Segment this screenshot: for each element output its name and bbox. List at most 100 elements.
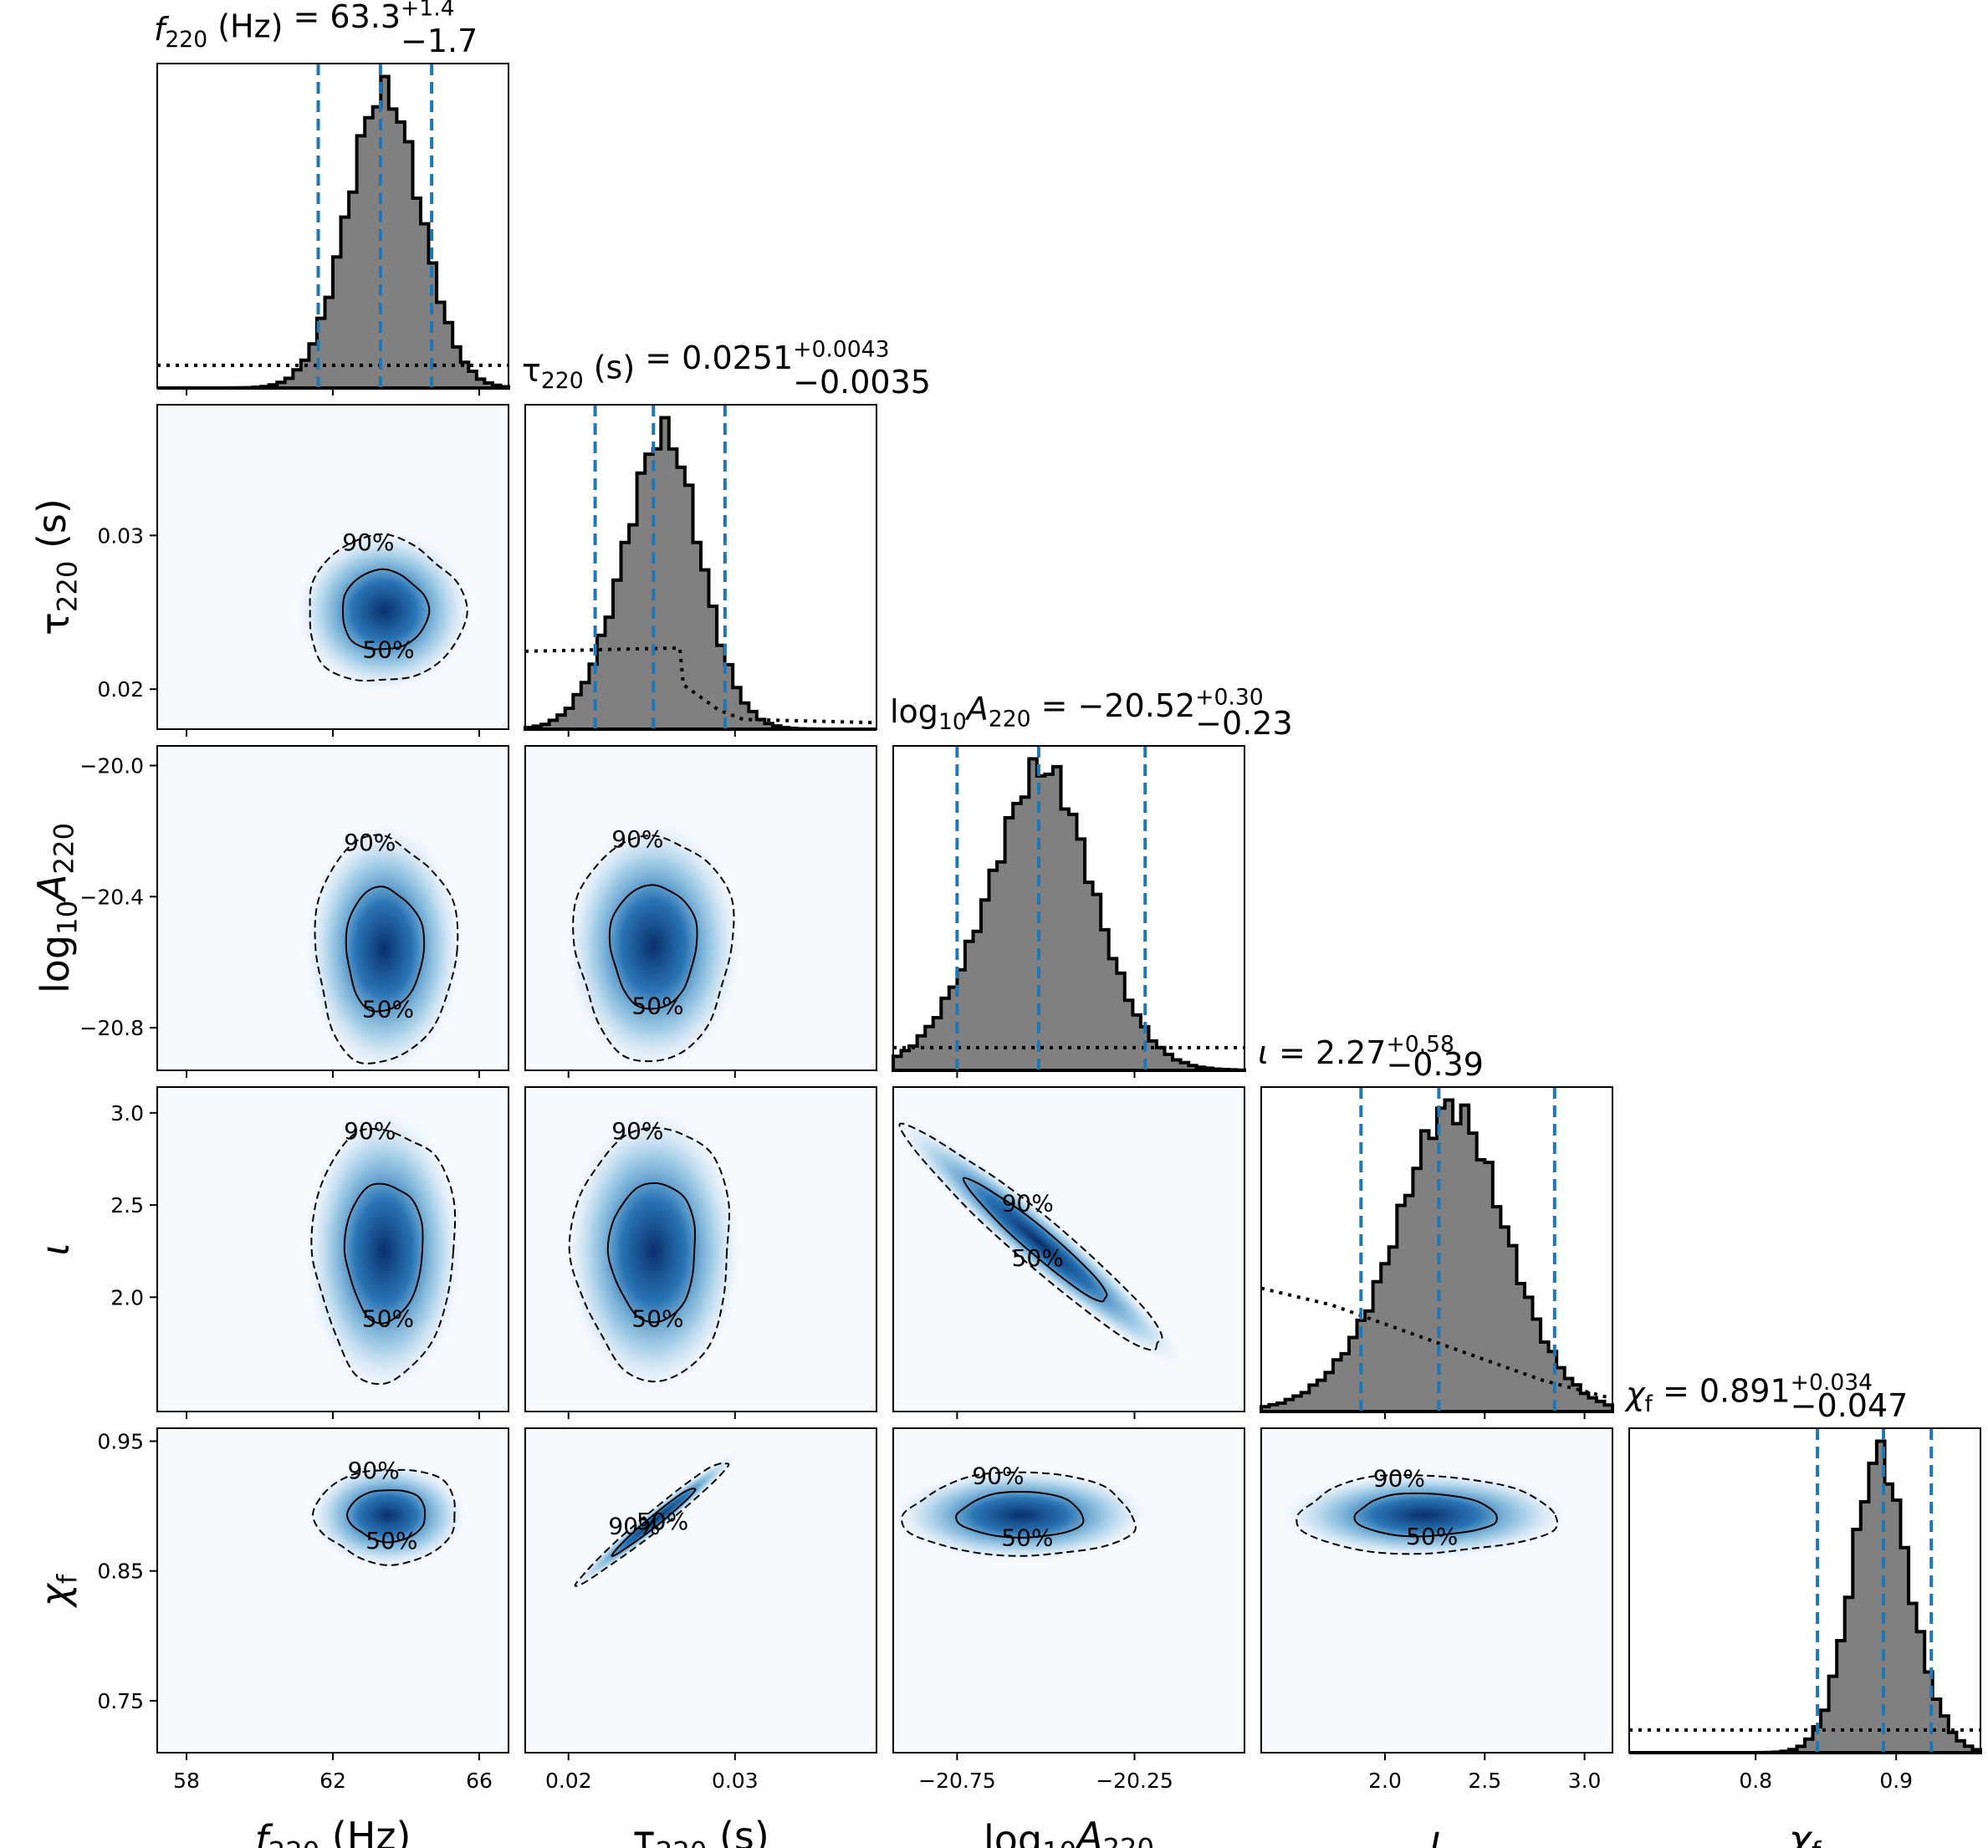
contour-90 xyxy=(310,1127,457,1386)
density-layer: 90% 50% xyxy=(893,1112,1190,1371)
panel-frame xyxy=(892,1086,1245,1412)
density-blob xyxy=(561,1103,745,1399)
panel-frame xyxy=(1628,1427,1981,1754)
panel-frame xyxy=(524,745,877,1071)
contour-90 xyxy=(898,1122,1163,1351)
contour-label-50: 50% xyxy=(1406,1523,1458,1550)
x-tick-label: −20.25 xyxy=(1096,1769,1173,1793)
title-err-minus: −1.7 xyxy=(401,23,478,59)
x-axis-label-f220: f220 (Hz) xyxy=(255,1814,411,1848)
density-blob xyxy=(292,526,476,696)
contour-90 xyxy=(314,834,459,1064)
panel-frame xyxy=(892,1427,1245,1754)
density-blob xyxy=(305,1460,471,1570)
contour-label-50: 50% xyxy=(362,996,414,1024)
density-panel-tau220-chif: 90%50% xyxy=(524,1427,877,1754)
contour-label-50: 50% xyxy=(362,1305,414,1333)
density-layer: 90% 50% xyxy=(301,818,467,1070)
title-label: ι = 2.27+0.58 xyxy=(1258,1031,1454,1071)
y-axis-label-chif: χf xyxy=(33,1574,84,1609)
title-err-minus: −0.047 xyxy=(1791,1387,1909,1424)
x-axis-label-iota: ι xyxy=(1430,1817,1444,1848)
contour-label-90: 90% xyxy=(344,829,396,856)
x-axis-label-logA220: log10A220 xyxy=(984,1814,1154,1848)
contour-label-90: 90% xyxy=(972,1462,1024,1489)
density-layer: 90%50% xyxy=(1275,1465,1575,1561)
contour-90 xyxy=(901,1471,1137,1557)
panel-frame xyxy=(524,1086,877,1412)
diag-title-chif: χf = 0.891+0.034−0.047 xyxy=(1624,1370,1908,1424)
panel-frame xyxy=(524,404,877,730)
contour-90 xyxy=(574,1462,730,1587)
contour-50 xyxy=(343,1182,424,1325)
contour-90 xyxy=(1296,1473,1559,1555)
density-layer: 90%50% xyxy=(567,1448,743,1592)
y-tick-label: 0.03 xyxy=(97,523,144,548)
x-tick-label: 62 xyxy=(319,1769,346,1793)
contour-label-50: 50% xyxy=(636,1508,688,1535)
density-layer: 90% 50% xyxy=(561,814,745,1070)
density-layer: 90%50% xyxy=(305,1457,471,1570)
y-tick-label: 2.0 xyxy=(110,1285,144,1309)
contour-50 xyxy=(346,1489,427,1544)
x-tick-label: 66 xyxy=(466,1769,493,1793)
contour-label-90: 90% xyxy=(611,825,663,853)
density-panel-logA220-chif: 90% 50% xyxy=(892,1427,1245,1754)
title-err-minus: −0.39 xyxy=(1386,1046,1483,1083)
density-layer: 90%50% xyxy=(301,1103,467,1399)
density-blob xyxy=(893,1466,1154,1565)
y-tick-label: 0.75 xyxy=(97,1689,144,1713)
prior-line-iota xyxy=(1260,1286,1613,1401)
diag-title-logA220: log10A220 = −20.52+0.30−0.23 xyxy=(890,685,1293,742)
contour-label-90: 90% xyxy=(342,528,394,556)
contour-label-90: 90% xyxy=(1002,1189,1054,1217)
diag-panel-iota xyxy=(1260,1086,1614,1413)
x-axis-label-tau220: τ220 (s) xyxy=(632,1814,769,1848)
contour-90 xyxy=(312,1468,456,1566)
density-blob xyxy=(301,818,467,1070)
density-panel-f220-chif: 90% 50% xyxy=(156,1427,509,1754)
contour-90 xyxy=(309,533,468,682)
density-panel-logA220-iota: 90% 50% xyxy=(892,1086,1245,1412)
y-axis-label-iota: ι xyxy=(33,1243,78,1256)
x-tick-label: 0.8 xyxy=(1739,1769,1772,1793)
contour-label-50: 50% xyxy=(1012,1244,1064,1272)
diag-title-f220: f220 (Hz) = 63.3+1.4−1.7 xyxy=(154,0,478,59)
title-err-minus: −0.0035 xyxy=(793,364,931,401)
x-tick-label: 0.02 xyxy=(545,1769,592,1793)
contour-50 xyxy=(606,1182,697,1324)
diag-panel-chif xyxy=(1628,1427,1982,1754)
histogram-iota xyxy=(1260,1098,1614,1413)
density-blob xyxy=(561,814,745,1070)
title-label: log10A220 = −20.52+0.30 xyxy=(890,685,1264,735)
density-panel-iota-chif: 90% 50% xyxy=(1260,1427,1613,1754)
diag-panel-tau220 xyxy=(524,404,877,731)
x-tick-label: 58 xyxy=(173,1769,200,1793)
y-axis-label-logA220: log10A220 xyxy=(29,823,84,993)
contour-label-50: 50% xyxy=(365,1527,417,1554)
x-tick-label: 0.9 xyxy=(1879,1769,1913,1793)
y-tick-label: −20.8 xyxy=(79,1016,144,1040)
panel-frame xyxy=(892,745,1245,1071)
density-layer: 90%50% xyxy=(561,1103,745,1399)
panel-frame xyxy=(1260,1427,1613,1754)
density-panel-f220-iota: 90% 50% xyxy=(156,1086,509,1412)
panel-frame xyxy=(1260,1086,1613,1412)
contour-50 xyxy=(341,568,431,651)
contour-label-50: 50% xyxy=(631,1305,683,1333)
contour-label-90: 90% xyxy=(608,1512,660,1539)
title-label: τ220 (s) = 0.0251+0.0043 xyxy=(522,337,890,394)
y-tick-label: −20.4 xyxy=(79,885,144,909)
y-axis-label-tau220: τ220 (s) xyxy=(29,498,84,636)
diag-panel-f220 xyxy=(156,63,510,390)
density-panel-tau220-logA220: 90% 50% xyxy=(524,745,877,1071)
density-layer: 90%50% xyxy=(292,526,476,696)
y-tick-label: 0.85 xyxy=(97,1560,144,1584)
x-tick-label: 0.03 xyxy=(712,1769,759,1793)
panel-frame xyxy=(524,1427,877,1754)
contour-50 xyxy=(962,1177,1108,1303)
contour-90 xyxy=(572,835,735,1063)
histogram-logA220 xyxy=(892,757,1246,1072)
contour-label-50: 50% xyxy=(631,993,683,1020)
